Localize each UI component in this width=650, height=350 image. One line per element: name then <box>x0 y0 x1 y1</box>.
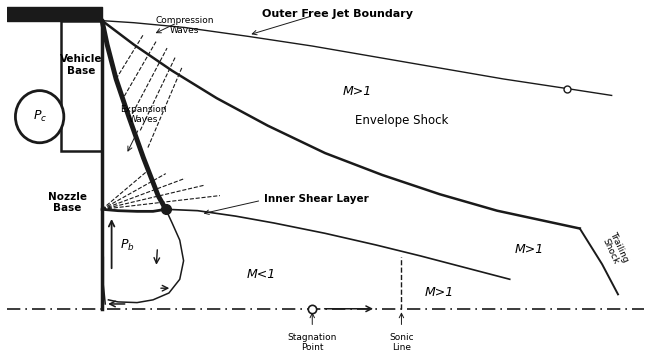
Text: Expansion
Waves: Expansion Waves <box>120 105 166 124</box>
Text: Compression
Waves: Compression Waves <box>155 16 214 35</box>
Text: M>1: M>1 <box>343 85 372 98</box>
Text: Stagnation
Point: Stagnation Point <box>287 333 337 350</box>
Text: Outer Free Jet Boundary: Outer Free Jet Boundary <box>262 9 413 19</box>
Bar <box>60 21 102 151</box>
Text: M>1: M>1 <box>514 243 543 256</box>
Text: M<1: M<1 <box>247 268 276 281</box>
Text: Vehicle
Base: Vehicle Base <box>60 55 103 76</box>
Text: Nozzle
Base: Nozzle Base <box>47 192 86 213</box>
Text: Trailing
Shock: Trailing Shock <box>599 230 630 268</box>
Text: Sonic
Line: Sonic Line <box>389 333 414 350</box>
Text: M>1: M>1 <box>425 287 454 300</box>
Text: $P_b$: $P_b$ <box>120 237 135 252</box>
Text: Inner Shear Layer: Inner Shear Layer <box>265 194 369 204</box>
Circle shape <box>16 91 64 143</box>
Text: $P_c$: $P_c$ <box>32 109 47 124</box>
Text: Envelope Shock: Envelope Shock <box>355 114 448 127</box>
